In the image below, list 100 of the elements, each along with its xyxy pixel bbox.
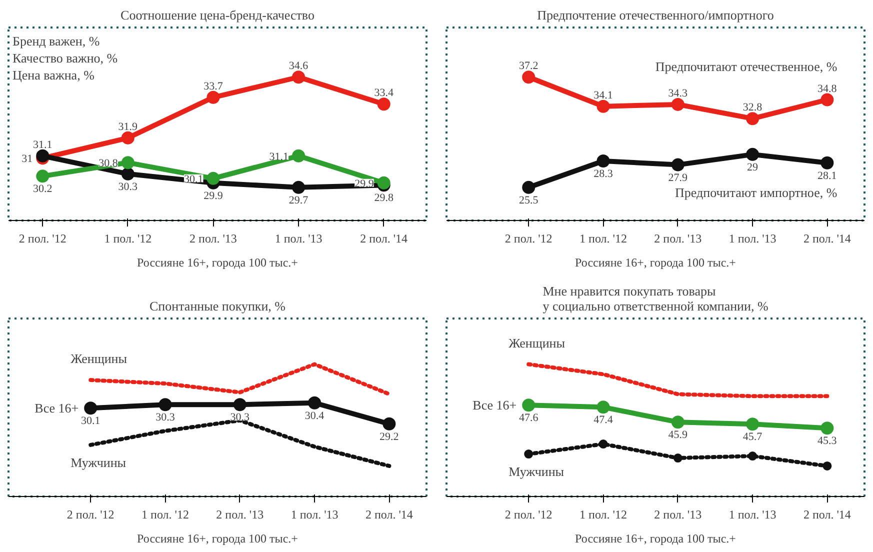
series-label: Все 16+ xyxy=(34,400,79,416)
data-label: 47.4 xyxy=(594,414,614,426)
data-label: 29.8 xyxy=(374,192,394,204)
data-label: 45.3 xyxy=(818,435,838,448)
x-tick-label: 2 пол. '13 xyxy=(654,508,702,522)
chart-title: Соотношение цена-бренд-качество xyxy=(120,8,314,22)
series-label: Предпочитают импортное, % xyxy=(675,184,838,200)
point xyxy=(382,417,396,430)
data-label: 30.1 xyxy=(184,173,204,186)
point xyxy=(36,170,50,183)
x-tick-label: 1 пол. '12 xyxy=(580,232,627,246)
x-tick-label: 1 пол. '13 xyxy=(728,232,776,246)
data-label: 29.9 xyxy=(204,190,224,202)
data-label: 31.1 xyxy=(269,150,289,163)
point xyxy=(746,148,760,161)
text: Россияне 16+, города 100 тыс.+ xyxy=(137,532,298,546)
data-label: 30.4 xyxy=(304,410,325,422)
point xyxy=(746,418,760,431)
text: Россияне 16+, города 100 тыс.+ xyxy=(137,256,298,270)
data-label: 31 xyxy=(22,153,33,166)
point xyxy=(820,422,834,435)
text: Россияне 16+, города 100 тыс.+ xyxy=(575,256,736,270)
point xyxy=(522,70,536,84)
x-tick-label: 1 пол. '13 xyxy=(290,508,338,522)
data-label: 30.3 xyxy=(156,412,176,424)
point xyxy=(292,70,306,84)
point xyxy=(233,398,246,412)
data-label: 28.3 xyxy=(594,168,614,180)
chart-title: Спонтанные покупки, % xyxy=(149,298,286,314)
point xyxy=(206,90,220,104)
point xyxy=(206,172,220,185)
point xyxy=(820,156,834,170)
annotation: Цена важна, % xyxy=(12,68,95,82)
point xyxy=(671,98,684,111)
data-label: 34.6 xyxy=(288,60,309,72)
point xyxy=(121,167,134,180)
x-tick-label: 1 пол. '12 xyxy=(580,508,627,522)
point xyxy=(671,158,684,172)
data-label: 29.2 xyxy=(380,430,399,443)
data-label: 45.9 xyxy=(668,429,688,442)
point xyxy=(820,93,834,106)
series-label: Мужчины xyxy=(508,464,564,480)
x-tick-label: 1 пол. '12 xyxy=(104,232,152,246)
x-tick-label: 2 пол. '14 xyxy=(803,508,851,522)
data-label: 31.9 xyxy=(118,120,138,133)
x-tick-label: 2 пол. '12 xyxy=(504,232,552,246)
point xyxy=(121,131,134,144)
data-label: 32.8 xyxy=(742,102,763,114)
data-label: 30.3 xyxy=(118,180,138,193)
point xyxy=(522,398,536,412)
x-tick-label: 1 пол. '12 xyxy=(142,508,189,522)
chart-title: Мне нравится покупать товары у социально ответственной компании, % xyxy=(542,284,768,314)
x-tick-label: 1 пол. '13 xyxy=(728,508,776,522)
x-tick-label: 2 пол. '14 xyxy=(803,232,851,246)
chart-title: Предпочтение отечественного/импортного xyxy=(537,8,774,22)
data-label: 29 xyxy=(747,161,759,174)
x-tick-label: 2 пол. '14 xyxy=(360,232,408,246)
x-tick-label: 1 пол. '13 xyxy=(274,232,322,246)
series-label: Все 16+ xyxy=(472,398,517,413)
point xyxy=(596,154,610,168)
data-label: 29.9 xyxy=(354,178,374,190)
data-label: 34.3 xyxy=(668,87,688,100)
x-tick-label: 2 пол. '12 xyxy=(66,508,114,522)
point xyxy=(822,461,832,470)
x-tick-label: 2 пол. '14 xyxy=(365,508,413,522)
series-label: Женщины xyxy=(508,335,566,350)
text: Россияне 16+, города 100 тыс.+ xyxy=(575,532,736,546)
data-label: 28.1 xyxy=(818,170,837,182)
point xyxy=(746,112,760,126)
series-label: Мужчины xyxy=(70,454,126,470)
x-tick-label: 2 пол. '13 xyxy=(216,508,264,522)
data-label: 33.7 xyxy=(204,80,224,92)
point xyxy=(598,440,608,449)
text: Качество важно, % xyxy=(12,50,118,66)
point xyxy=(671,416,684,429)
data-label: 30.1 xyxy=(80,415,100,428)
point xyxy=(524,450,534,459)
data-label: 37.2 xyxy=(518,60,538,72)
data-label: 27.9 xyxy=(668,172,688,184)
point xyxy=(673,454,682,462)
point xyxy=(308,396,322,410)
point xyxy=(121,156,134,170)
point xyxy=(748,452,758,461)
point xyxy=(522,180,536,194)
point xyxy=(84,402,98,415)
data-label: 25.5 xyxy=(518,194,539,206)
x-tick-label: 2 пол. '12 xyxy=(18,232,66,246)
point xyxy=(36,149,50,162)
point xyxy=(377,176,390,190)
point xyxy=(292,149,306,162)
data-label: 45.7 xyxy=(742,431,763,444)
series-label: Предпочитают отечественное, % xyxy=(655,58,838,74)
data-label: 34.1 xyxy=(594,89,613,102)
text: Бренд важен, % xyxy=(12,34,100,48)
data-label: 29.7 xyxy=(288,194,309,206)
point xyxy=(596,400,610,414)
data-label: 47.6 xyxy=(518,412,539,424)
x-tick-label: 2 пол. '12 xyxy=(504,508,552,522)
point xyxy=(596,100,610,113)
x-tick-label: 2 пол. '13 xyxy=(654,232,702,246)
